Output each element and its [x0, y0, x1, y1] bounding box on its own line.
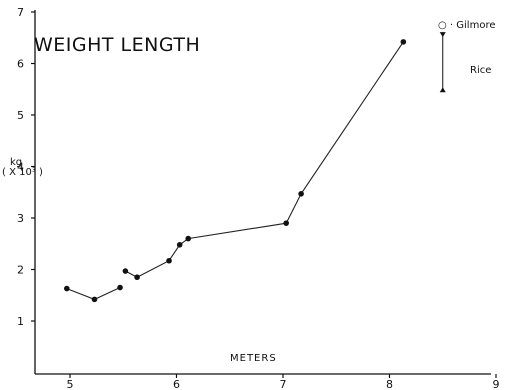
y-tick-label: 4 [17, 161, 24, 174]
data-point [298, 190, 304, 197]
x-tick-label: 8 [386, 378, 393, 390]
data-point [185, 235, 192, 242]
series-line-1 [125, 41, 404, 278]
data-point [400, 39, 407, 45]
data-point [122, 268, 129, 274]
data-point [117, 284, 123, 291]
rice-range-bottom-marker [439, 87, 446, 93]
legend-marks [439, 32, 446, 93]
y-axis-scale-label: ( X 10³ ) [2, 167, 43, 178]
y-tick-label: 3 [17, 212, 24, 225]
data-point [91, 296, 98, 303]
data-point [64, 285, 70, 292]
x-tick-label: 9 [493, 378, 500, 390]
tick-marks: 5 6 7 8 9 1 2 3 4 5 6 7 [17, 6, 500, 390]
legend-gilmore-marker-glyph: ○ [438, 20, 447, 31]
x-axis-label: METERS [230, 353, 277, 364]
axes [34, 10, 491, 375]
data-point [176, 241, 183, 248]
x-tick-label: 6 [173, 378, 180, 390]
rice-range-top-marker [439, 32, 446, 38]
x-tick-label: 7 [280, 378, 287, 390]
y-tick-label: 2 [17, 264, 24, 277]
series-lines [66, 41, 404, 300]
data-point [134, 274, 140, 281]
legend-gilmore-text: Gilmore [456, 20, 496, 31]
y-tick-label: 1 [17, 315, 24, 328]
y-tick-label: 5 [17, 109, 24, 122]
y-tick-label: 7 [17, 6, 24, 19]
y-tick-label: 6 [17, 58, 24, 71]
data-points [64, 39, 407, 303]
y-axis-unit-label: kg [10, 157, 23, 168]
chart-title: WEIGHT LENGTH [34, 34, 201, 56]
legend-rice-label: Rice [470, 65, 492, 76]
x-tick-label: 5 [67, 378, 74, 390]
data-point [166, 257, 172, 264]
legend-gilmore-label: ○ · Gilmore [438, 20, 496, 31]
data-point [283, 220, 289, 226]
